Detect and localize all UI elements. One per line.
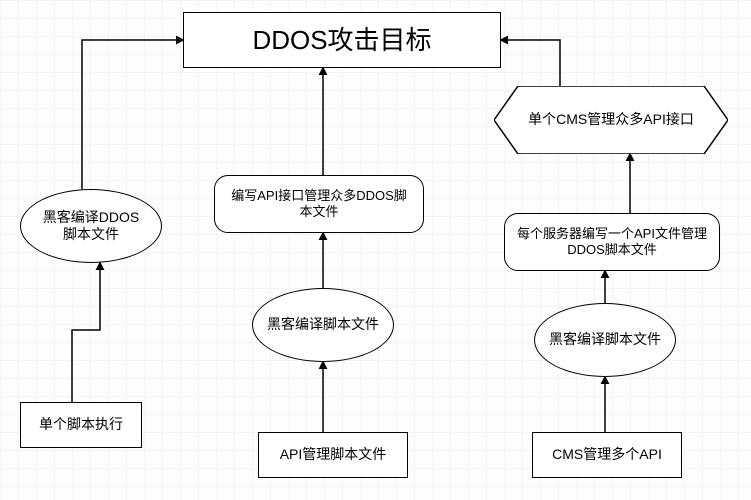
node-hacker-compile-2-label: 黑客编译脚本文件 xyxy=(549,331,661,349)
node-single-script-exec-label: 单个脚本执行 xyxy=(39,416,123,434)
node-hacker-script: 黑客编译DDOS 脚本文件 xyxy=(20,189,162,263)
node-hacker-compile-2: 黑客编译脚本文件 xyxy=(534,303,676,377)
node-per-server-api-label: 每个服务器编写一个API文件管理DDOS脚本文件 xyxy=(515,226,709,259)
node-write-api-many: 编写API接口管理众多DDOS脚本文件 xyxy=(214,175,424,233)
node-hacker-compile-1-label: 黑客编译脚本文件 xyxy=(267,316,379,334)
node-target: DDOS攻击目标 xyxy=(183,12,501,68)
node-cms-many-api: 单个CMS管理众多API接口 xyxy=(494,86,728,154)
edge-e7 xyxy=(501,40,560,92)
node-api-manage-scripts-label: API管理脚本文件 xyxy=(280,446,387,464)
node-write-api-many-label: 编写API接口管理众多DDOS脚本文件 xyxy=(225,188,413,221)
edge-e8 xyxy=(82,40,183,189)
node-cms-many-api-label: 单个CMS管理众多API接口 xyxy=(510,111,712,129)
node-api-manage-scripts: API管理脚本文件 xyxy=(258,432,408,478)
edge-e9 xyxy=(72,263,100,402)
node-cms-manage-many-label: CMS管理多个API xyxy=(552,446,662,464)
node-single-script-exec: 单个脚本执行 xyxy=(20,402,142,448)
node-target-label: DDOS攻击目标 xyxy=(252,24,431,57)
node-cms-manage-many: CMS管理多个API xyxy=(532,432,682,478)
node-per-server-api: 每个服务器编写一个API文件管理DDOS脚本文件 xyxy=(504,213,720,271)
node-hacker-script-label: 黑客编译DDOS 脚本文件 xyxy=(43,209,139,244)
node-hacker-compile-1: 黑客编译脚本文件 xyxy=(252,288,394,362)
